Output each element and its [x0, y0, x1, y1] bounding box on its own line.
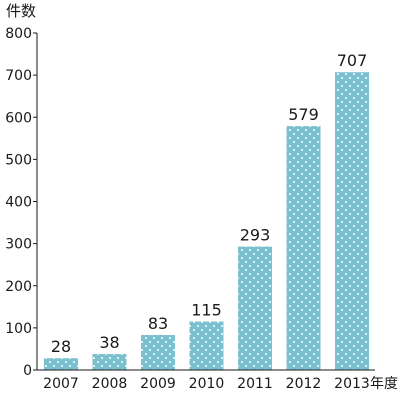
- x-tick-label: 2010: [189, 376, 225, 392]
- bar-value-label: 115: [191, 301, 222, 320]
- x-tick-label: 2011: [237, 376, 273, 392]
- x-tick-label: 2009: [140, 376, 176, 392]
- y-tick-label: 0: [23, 363, 32, 379]
- bar: [238, 246, 272, 370]
- bar: [335, 72, 369, 371]
- bar: [92, 353, 127, 370]
- bar-value-label: 579: [288, 105, 319, 124]
- y-tick-label: 600: [5, 110, 32, 126]
- bar: [286, 126, 321, 370]
- bar: [44, 358, 78, 370]
- x-axis: 2007 2008 2009 2010 2011 2012 2013: [43, 376, 370, 392]
- x-axis-unit: 年度: [370, 376, 398, 392]
- bar: [141, 335, 175, 370]
- y-tick-label: 800: [5, 26, 32, 42]
- y-tick-label: 400: [5, 195, 32, 211]
- x-tick-label: 2012: [286, 376, 322, 392]
- bar-value-label: 28: [51, 337, 71, 356]
- y-axis: 0 100 200 300 400 500 600 700 800: [5, 26, 37, 379]
- x-tick-label: 2008: [92, 376, 128, 392]
- y-tick-label: 100: [5, 321, 32, 337]
- y-tick-label: 300: [5, 237, 32, 253]
- y-tick-label: 200: [5, 279, 32, 295]
- y-tick-label: 700: [5, 68, 32, 84]
- bars: 28 38 83 115 293 579 707: [44, 51, 369, 371]
- x-tick-label: 2007: [43, 376, 79, 392]
- x-tick-label: 2013: [334, 376, 370, 392]
- y-axis-title: 件数: [6, 2, 36, 20]
- bar-value-label: 38: [99, 333, 119, 352]
- bar-value-label: 293: [240, 226, 271, 245]
- bar-value-label: 83: [148, 314, 168, 333]
- bar-value-label: 707: [337, 51, 368, 70]
- bar: [189, 321, 224, 370]
- y-tick-label: 500: [5, 152, 32, 168]
